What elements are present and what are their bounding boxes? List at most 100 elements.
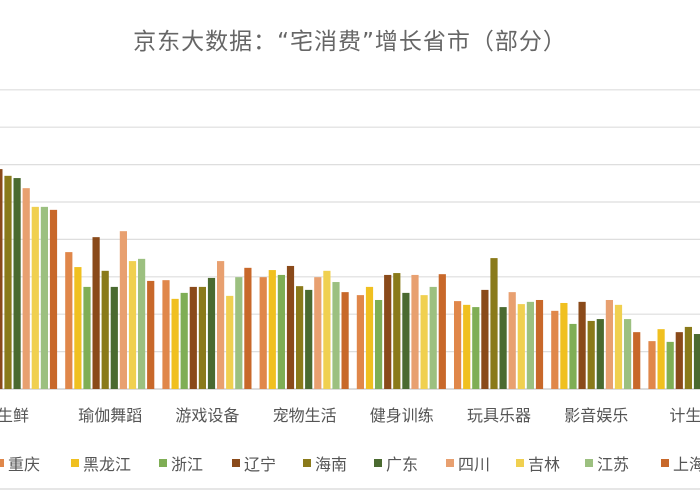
bar-重庆 [648,341,656,389]
bar-重庆 [551,310,559,389]
category-label: 生鲜 [0,406,29,425]
bar-辽宁 [384,274,392,389]
bar-浙江 [180,292,188,389]
bar-浙江 [277,274,285,389]
legend-swatch [232,459,240,467]
bar-四川 [22,188,30,389]
bar-广东 [499,307,507,389]
category-label: 健身训练 [370,406,434,425]
legend-item: 海南 [303,453,348,474]
bar-上海 [147,280,155,389]
legend-swatch [585,459,593,467]
bar-浙江 [375,299,383,389]
chart-title: 京东大数据：“宅消费”增长省市（部分） [133,29,567,55]
bar-江苏 [526,301,534,389]
bar-海南 [490,258,498,389]
bar-上海 [49,209,58,389]
legend-item: 辽宁 [232,453,277,474]
bar-广东 [402,292,410,389]
legend-item: 吉林 [516,453,560,474]
bar-江苏 [235,277,243,389]
bar-重庆 [454,301,462,389]
legend-label: 上海 [673,455,700,474]
bar-黑龙江 [463,304,471,389]
bar-吉林 [517,304,525,389]
legend-label: 黑龙江 [83,455,132,474]
bar-海南 [198,286,206,389]
bar-四川 [411,274,419,389]
legend-item: 广东 [374,453,419,474]
bar-广东 [207,277,216,389]
bar-辽宁 [286,265,295,389]
bar-广东 [13,178,21,389]
bar-海南 [684,326,692,389]
legend-swatch [71,459,79,467]
bar-吉林 [323,270,331,389]
legend-item: 四川 [446,453,491,474]
category-label: 影音娱乐 [564,406,628,425]
bar-四川 [605,299,613,389]
bar-辽宁 [675,332,683,389]
bar-吉林 [226,295,234,389]
bar-江苏 [138,258,146,389]
category-label: 宠物生活 [273,406,337,425]
bar-辽宁 [92,237,100,389]
bar-吉林 [31,206,39,389]
legend-label: 重庆 [8,455,41,474]
category-label: 玩具乐器 [467,406,531,425]
bar-上海 [633,332,641,389]
legend-swatch [374,459,382,467]
bar-黑龙江 [268,270,276,389]
bar-辽宁 [481,289,489,389]
bar-辽宁 [189,286,197,389]
divider [0,488,700,490]
legend-item: 黑龙江 [71,453,132,474]
legend-swatch [0,459,4,467]
bar-黑龙江 [171,298,179,389]
bar-黑龙江 [560,302,568,389]
legend-label: 广东 [386,455,419,474]
bar-四川 [314,277,322,389]
bar-黑龙江 [657,329,665,389]
bar-重庆 [65,252,73,389]
legend-label: 四川 [458,455,491,474]
bar-广东 [110,286,118,389]
legend-swatch [661,459,669,467]
legend-label: 海南 [315,455,348,474]
bar-吉林 [614,304,623,389]
legend-swatch [303,459,311,467]
bar-江苏 [40,206,48,389]
category-label: 游戏设备 [175,406,239,425]
bar-江苏 [332,282,340,389]
bar-江苏 [429,286,437,389]
bar-重庆 [259,277,267,389]
bar-辽宁 [0,169,3,389]
bar-海南 [101,270,109,389]
legend-swatch [516,459,524,467]
bar-广东 [693,334,700,389]
legend-swatch [159,459,167,467]
bar-黑龙江 [74,267,82,389]
bar-海南 [393,273,401,389]
bar-浙江 [472,307,480,389]
bar-海南 [296,286,304,389]
legend-label: 辽宁 [244,455,277,474]
bar-海南 [587,320,595,389]
bar-上海 [438,274,446,389]
bar-广东 [596,319,604,389]
bar-吉林 [128,261,137,389]
legend-label: 江苏 [597,455,630,474]
bar-黑龙江 [365,286,374,389]
legend-item: 重庆 [0,453,41,474]
category-label: 计生情 [669,406,700,425]
bar-海南 [4,175,12,389]
category-label: 瑜伽舞蹈 [78,406,142,425]
bar-四川 [119,231,127,389]
bar-江苏 [624,319,632,389]
legend-label: 浙江 [171,455,204,474]
bar-浙江 [666,341,674,389]
bar-重庆 [162,280,170,389]
bar-上海 [341,292,349,389]
bar-重庆 [356,295,364,389]
